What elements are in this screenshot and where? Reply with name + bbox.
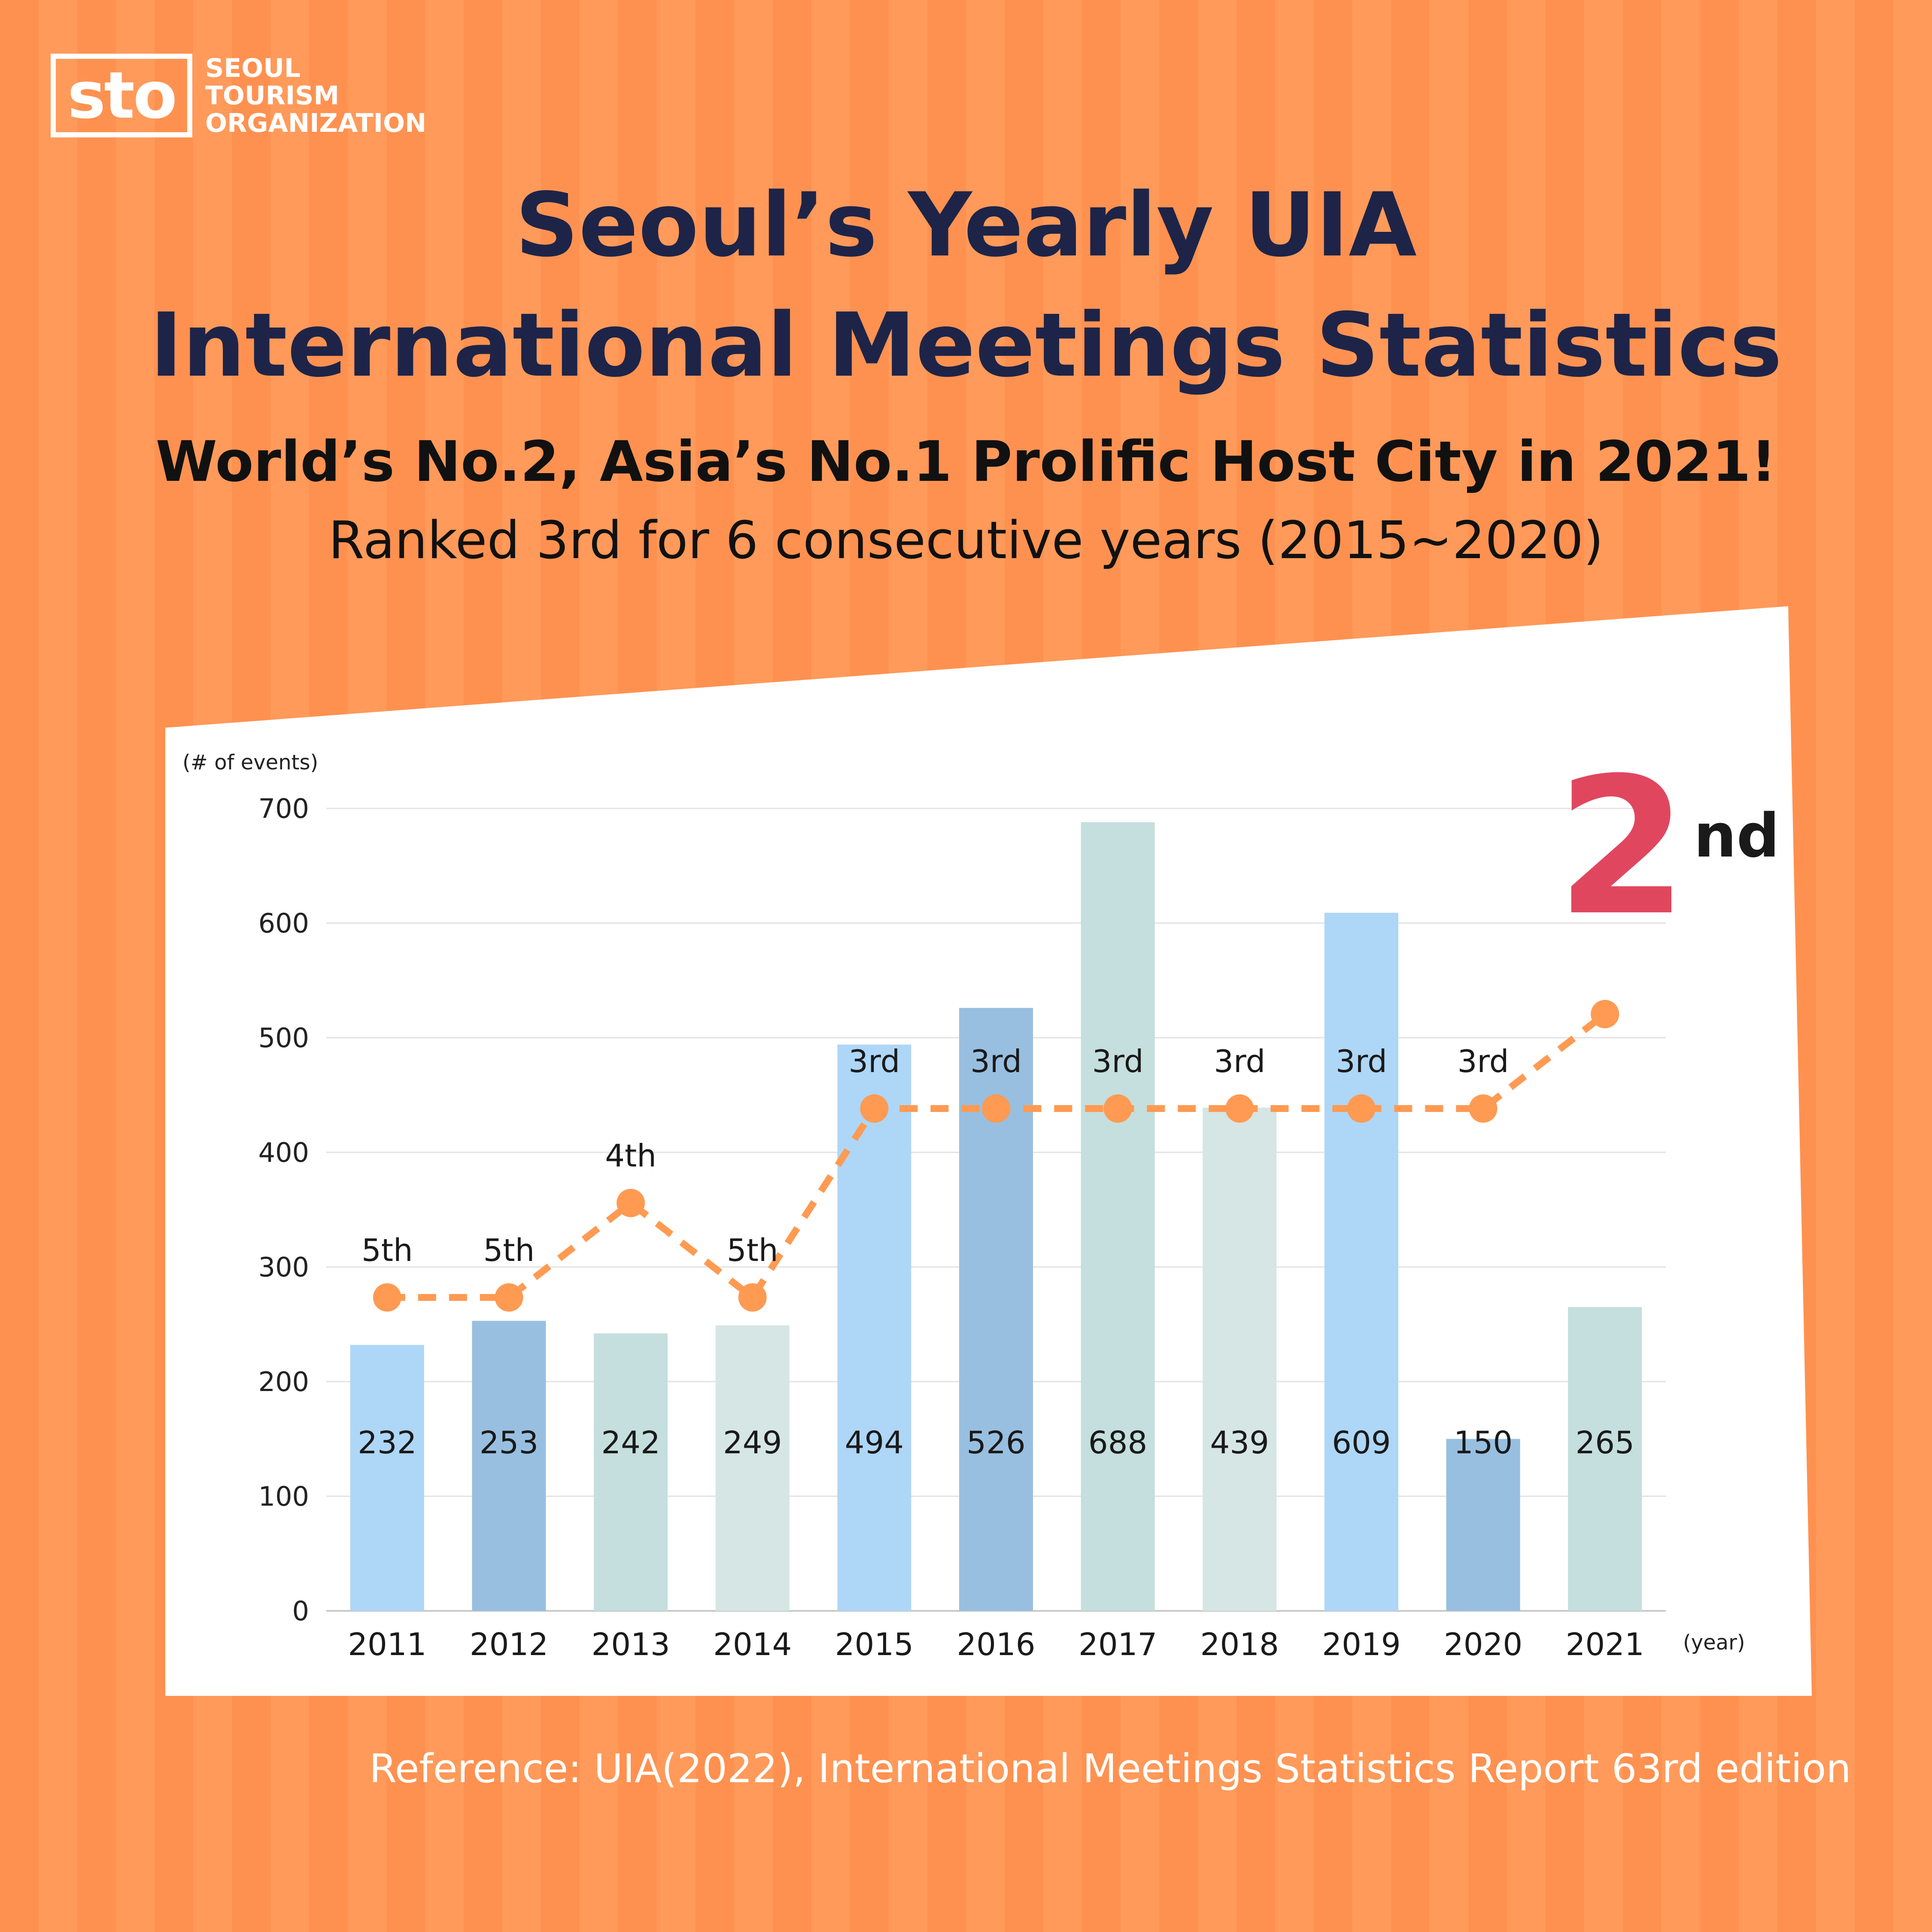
- x-tick-label: 2019: [1322, 1626, 1400, 1662]
- x-tick-label: 2014: [713, 1626, 792, 1662]
- bar: [594, 1333, 668, 1611]
- logo-line-1: SEOUL: [205, 53, 301, 83]
- bar: [1446, 1439, 1520, 1611]
- rank-label: 3rd: [970, 1043, 1022, 1079]
- rank-point: [373, 1283, 401, 1312]
- logo-line-3: ORGANIZATION: [205, 108, 427, 138]
- bar: [350, 1345, 424, 1611]
- x-tick-label: 2012: [470, 1626, 548, 1662]
- rank-point: [1225, 1094, 1254, 1123]
- rank-label: 5th: [727, 1232, 778, 1268]
- page-title-line-2: International Meetings Statistics: [149, 295, 1783, 397]
- bar-value-label: 232: [358, 1425, 416, 1461]
- x-tick-label: 2021: [1566, 1626, 1644, 1662]
- rank-label: 5th: [361, 1232, 413, 1268]
- rank-point: [1469, 1094, 1498, 1123]
- rank-label: 3rd: [1458, 1043, 1509, 1079]
- bar: [715, 1325, 790, 1611]
- chart-labels: 0 100 200 300 400 500 600 700 232 2011 253 2012 242 2…: [258, 793, 1644, 1662]
- bar-value-label: 253: [480, 1425, 538, 1461]
- rank-label: 3rd: [848, 1043, 900, 1079]
- y-tick-label: 700: [258, 793, 309, 824]
- x-tick-label: 2020: [1444, 1626, 1522, 1662]
- bar: [472, 1321, 546, 1611]
- bar-value-label: 609: [1332, 1425, 1391, 1461]
- bar-value-label: 150: [1454, 1425, 1513, 1461]
- rank-label: 3rd: [1092, 1043, 1144, 1079]
- y-tick-label: 600: [258, 908, 309, 939]
- logo: sto SEOUL TOURISM ORGANIZATION: [51, 54, 426, 137]
- bar-value-label: 265: [1575, 1425, 1634, 1461]
- x-tick-label: 2015: [835, 1626, 914, 1662]
- rank-label: 4th: [605, 1138, 656, 1174]
- reference-note: Reference: UIA(2022), International Meet…: [369, 1746, 1851, 1792]
- bar: [1203, 1107, 1277, 1611]
- bar: [1324, 912, 1398, 1611]
- rank-label: 3rd: [1336, 1043, 1387, 1079]
- logo-wordmark: SEOUL TOURISM ORGANIZATION: [205, 55, 426, 137]
- y-tick-label: 500: [258, 1022, 309, 1054]
- x-tick-label: 2016: [957, 1626, 1035, 1662]
- bar-value-label: 242: [601, 1425, 660, 1461]
- bar: [1568, 1307, 1642, 1611]
- bar-value-label: 526: [966, 1425, 1025, 1461]
- rank-badge-suffix: nd: [1694, 801, 1780, 871]
- logo-line-2: TOURISM: [205, 80, 340, 111]
- chart-bars: [350, 822, 1642, 1611]
- rank-point: [982, 1094, 1010, 1123]
- y-tick-label: 200: [258, 1366, 309, 1397]
- page-subtitle: World’s No.2, Asia’s No.1 Prolific Host …: [155, 429, 1777, 494]
- rank-point: [1347, 1094, 1376, 1123]
- bar-value-label: 688: [1088, 1425, 1147, 1461]
- y-tick-label: 0: [292, 1595, 309, 1627]
- x-axis-label: (year): [1683, 1631, 1745, 1655]
- y-tick-label: 100: [258, 1481, 309, 1512]
- bar: [1081, 822, 1155, 1611]
- rank-point: [495, 1283, 523, 1312]
- rank-label: 3rd: [1214, 1043, 1265, 1079]
- x-tick-label: 2018: [1200, 1626, 1279, 1662]
- logo-mark: sto: [51, 54, 192, 137]
- x-tick-label: 2013: [591, 1626, 670, 1662]
- page-title-line-1: Seoul’s Yearly UIA: [515, 174, 1417, 276]
- y-tick-label: 300: [258, 1252, 309, 1283]
- y-axis-label: (# of events): [182, 750, 318, 775]
- rank-point: [617, 1189, 645, 1217]
- bar: [837, 1045, 911, 1611]
- rank-point: [1103, 1094, 1132, 1123]
- rank-badge-number: 2: [1556, 737, 1688, 957]
- y-tick-label: 400: [258, 1137, 309, 1168]
- x-tick-label: 2011: [348, 1626, 426, 1662]
- bar-value-label: 494: [845, 1425, 904, 1461]
- bar-value-label: 439: [1210, 1425, 1269, 1461]
- rank-point: [860, 1094, 889, 1123]
- rank-line: [373, 1000, 1619, 1312]
- x-tick-label: 2017: [1078, 1626, 1157, 1662]
- bar-value-label: 249: [723, 1425, 782, 1461]
- rank-point: [738, 1283, 767, 1312]
- page-subtitle-ranking: Ranked 3rd for 6 consecutive years (2015…: [328, 511, 1604, 571]
- rank-label: 5th: [483, 1232, 535, 1268]
- rank-point: [1591, 1000, 1619, 1028]
